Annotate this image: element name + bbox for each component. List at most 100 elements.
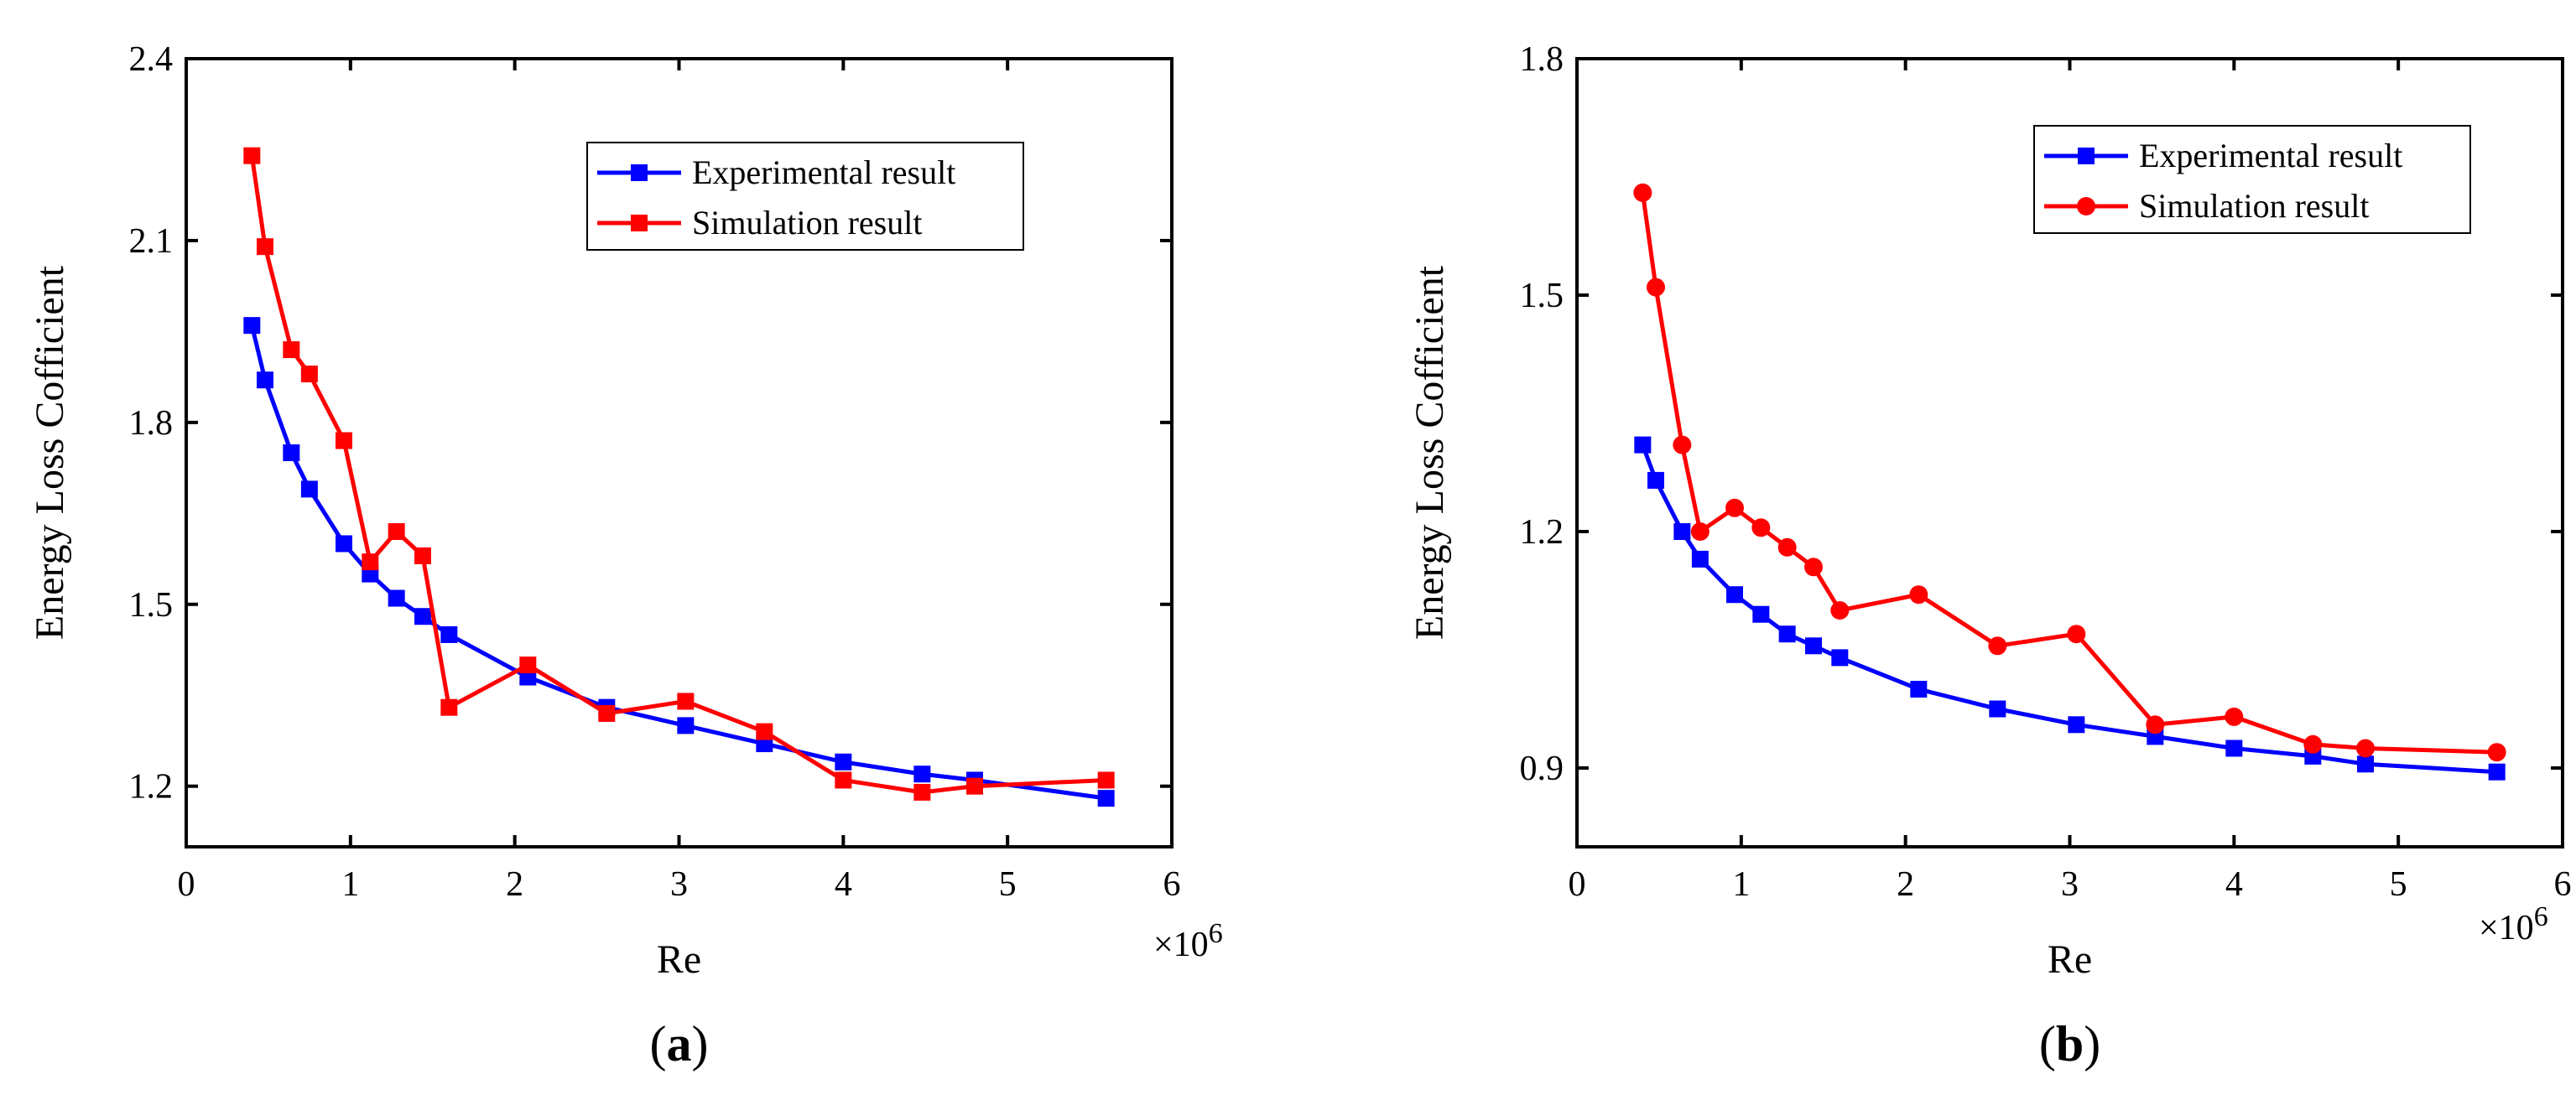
data-point (1830, 601, 1850, 620)
data-point (677, 717, 695, 734)
data-point (756, 723, 773, 740)
data-point (1097, 790, 1115, 807)
data-point (1777, 537, 1797, 557)
data-point (1725, 498, 1744, 517)
data-point (1988, 636, 2007, 656)
data-point (1726, 586, 1743, 604)
data-point (2488, 763, 2506, 781)
x-multiplier-label: ×106 (2479, 901, 2548, 947)
data-point (1909, 585, 1928, 605)
data-point (1633, 183, 1652, 202)
caption-letter: a (667, 1016, 692, 1072)
y-tick-label: 1.2 (129, 768, 174, 807)
data-point (300, 366, 318, 382)
data-point (283, 444, 300, 461)
legend-box (2033, 125, 2471, 234)
y-tick-label: 1.2 (1520, 513, 1564, 552)
data-point (2356, 739, 2375, 758)
legend: Experimental result Simulation result (586, 142, 1024, 251)
panel-a: 0 1 2 3 4 5 6 1.2 1.5 1.8 2.1 2.4 ×106 Re Energy Loss … (28, 40, 1223, 1072)
x-tick-label: 4 (2225, 865, 2243, 904)
data-point (362, 553, 379, 571)
data-point (1804, 558, 1823, 577)
x-multiplier-exponent: 6 (2534, 901, 2548, 932)
data-point (913, 783, 931, 801)
legend-label: Simulation result (692, 204, 922, 241)
caption-paren-close: ) (2084, 1016, 2100, 1072)
y-axis-title: Energy Loss Cofficient (28, 265, 72, 640)
data-point (1690, 522, 1710, 541)
data-point (835, 753, 852, 771)
data-point (1673, 435, 1692, 454)
y-axis-title: Energy Loss Cofficient (1408, 265, 1452, 640)
data-point (300, 480, 318, 498)
legend-box (586, 142, 1024, 251)
data-point (1910, 681, 1928, 698)
legend-swatch-marker (631, 164, 648, 181)
y-tick-label: 1.5 (1520, 277, 1564, 315)
y-tick-label: 1.8 (1520, 40, 1564, 79)
data-point (677, 693, 695, 710)
legend: Experimental result Simulation result (2033, 125, 2471, 234)
legend-label: Experimental result (692, 153, 955, 191)
data-point (1831, 649, 1849, 667)
x-tick-label: 3 (2061, 865, 2079, 904)
data-point (2068, 716, 2085, 734)
caption-paren-open: ( (2039, 1016, 2056, 1072)
data-point (1647, 278, 1665, 297)
data-point (913, 765, 931, 783)
data-point (1778, 625, 1796, 643)
data-point (243, 147, 261, 164)
data-point (388, 589, 405, 607)
data-point (1751, 518, 1771, 537)
data-point (2067, 625, 2086, 644)
y-tick-label: 2.4 (129, 40, 174, 79)
data-point (257, 371, 273, 389)
x-tick-label: 0 (1569, 865, 1586, 904)
data-point (257, 238, 273, 256)
legend-label: Experimental result (2139, 137, 2402, 174)
data-point (519, 656, 537, 674)
legend-label: Simulation result (2139, 187, 2369, 225)
data-point (2487, 743, 2506, 762)
panel-b: 0 1 2 3 4 5 6 0.9 1.2 1.5 1.8 ×106 Re Energy Loss Cof… (1408, 40, 2572, 1072)
data-point (1691, 550, 1709, 568)
x-axis-title: Re (2048, 937, 2092, 982)
legend-swatch-marker (2078, 148, 2095, 164)
data-point (336, 535, 352, 553)
data-point (414, 547, 431, 564)
data-point (2303, 734, 2323, 754)
panel-caption: (a) (650, 1016, 709, 1072)
x-tick-label: 2 (1897, 865, 1914, 904)
caption-paren-open: ( (650, 1016, 667, 1072)
legend-swatch-marker (631, 215, 648, 231)
y-tick-label: 2.1 (129, 222, 174, 261)
data-point (2225, 707, 2244, 726)
data-point (388, 523, 405, 540)
data-point (2225, 740, 2243, 757)
data-point (1647, 471, 1664, 489)
data-point (1634, 436, 1652, 454)
x-tick-label: 6 (2554, 865, 2572, 904)
y-tick-label: 1.5 (129, 586, 174, 625)
data-point (966, 777, 983, 795)
data-point (440, 698, 458, 716)
data-point (1989, 700, 2006, 718)
x-tick-label: 5 (999, 865, 1017, 904)
panel-caption: (b) (2039, 1016, 2100, 1072)
x-tick-label: 5 (2390, 865, 2407, 904)
data-point (1673, 523, 1691, 540)
data-point (243, 317, 261, 335)
series-line-simulation (1640, 192, 2497, 755)
caption-letter: b (2056, 1016, 2084, 1072)
data-point (1097, 771, 1115, 789)
y-tick-label: 0.9 (1520, 750, 1564, 788)
caption-paren-close: ) (692, 1016, 709, 1072)
x-multiplier-label: ×106 (1153, 918, 1223, 964)
x-tick-label: 3 (670, 865, 688, 904)
x-tick-label: 2 (506, 865, 523, 904)
data-point (414, 608, 431, 625)
data-point (1805, 637, 1822, 655)
x-axis-title: Re (657, 937, 701, 982)
